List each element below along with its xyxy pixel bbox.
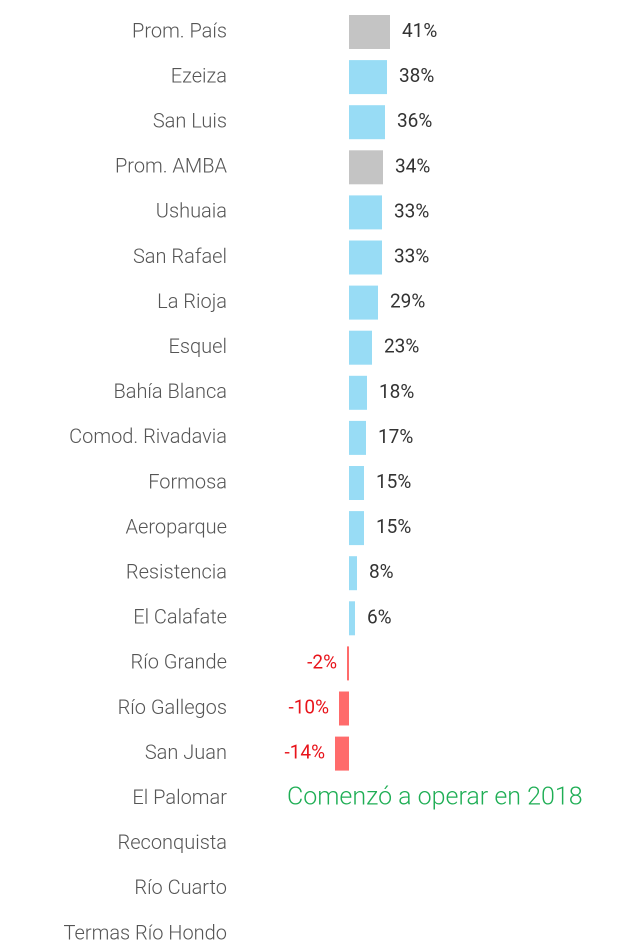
bar <box>349 15 390 49</box>
bar <box>349 60 387 95</box>
category-label: San Juan <box>145 740 227 764</box>
category-label: San Luis <box>153 108 227 132</box>
category-label: Esquel <box>169 334 228 358</box>
category-label: Reconquista <box>117 830 227 854</box>
bar <box>335 736 349 771</box>
bar <box>339 691 349 726</box>
bar <box>349 466 364 500</box>
category-label: Río Grande <box>131 650 227 674</box>
category-label: Prom. País <box>132 18 227 42</box>
category-label: El Calafate <box>133 605 227 629</box>
category-label: Termas Río Hondo <box>64 920 227 944</box>
value-label: 38% <box>399 64 434 87</box>
value-label: -10% <box>288 696 329 719</box>
category-label: El Palomar <box>132 785 227 809</box>
value-label: 6% <box>367 605 392 628</box>
value-label: 29% <box>390 290 425 313</box>
category-label: Resistencia <box>126 559 227 583</box>
category-label: Río Cuarto <box>134 875 227 899</box>
value-label: 8% <box>369 560 394 583</box>
category-label: Comod. Rivadavia <box>69 424 227 448</box>
value-label: -14% <box>284 741 325 764</box>
bar <box>349 105 385 140</box>
value-label: 18% <box>379 380 414 403</box>
bar <box>349 330 372 365</box>
category-label: San Rafael <box>133 244 227 268</box>
bar <box>349 240 382 275</box>
bar <box>349 375 367 410</box>
category-label: Río Gallegos <box>118 695 227 719</box>
value-label: 15% <box>376 470 411 493</box>
value-label: 15% <box>376 515 411 538</box>
value-label: 41% <box>402 19 437 42</box>
value-label: 36% <box>397 109 432 132</box>
category-label: Aeroparque <box>126 514 227 538</box>
value-label: 34% <box>395 154 430 177</box>
category-label: Ushuaia <box>156 199 227 223</box>
category-label: Ezeiza <box>171 63 227 87</box>
bar <box>349 511 364 546</box>
bar <box>349 150 383 185</box>
annotation: Comenzó a operar en 2018 <box>287 783 583 812</box>
value-label: 33% <box>394 199 429 222</box>
value-label: 17% <box>378 425 413 448</box>
value-label: 33% <box>394 245 429 268</box>
bar <box>349 420 366 455</box>
category-label: Formosa <box>148 469 227 493</box>
category-label: Prom. AMBA <box>115 154 228 178</box>
bar <box>347 646 349 681</box>
category-label: La Rioja <box>157 289 227 313</box>
value-label: -2% <box>307 650 337 673</box>
value-label: 23% <box>384 335 419 358</box>
bar <box>349 285 378 320</box>
bar <box>349 601 355 636</box>
bar <box>349 556 357 591</box>
category-label: Bahía Blanca <box>113 379 227 403</box>
bar <box>349 195 382 230</box>
